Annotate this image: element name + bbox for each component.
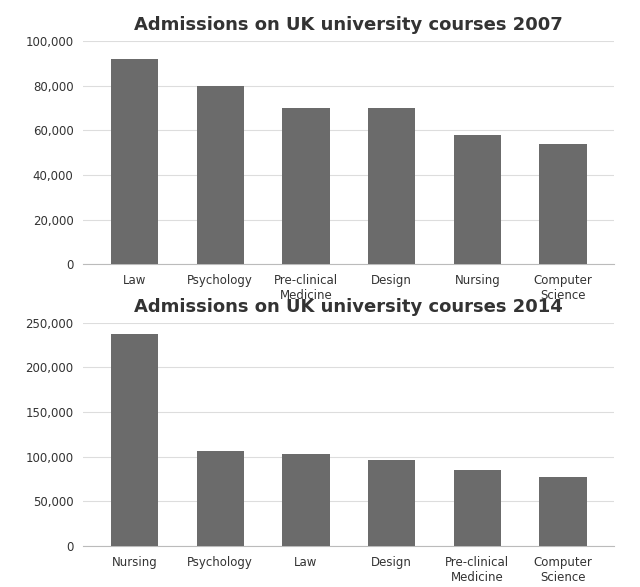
Bar <box>368 108 415 264</box>
Title: Admissions on UK university courses 2007: Admissions on UK university courses 2007 <box>134 16 563 34</box>
Bar <box>540 144 586 264</box>
Title: Admissions on UK university courses 2014: Admissions on UK university courses 2014 <box>134 298 563 316</box>
Bar <box>111 59 158 264</box>
Bar <box>111 333 158 546</box>
Bar <box>196 451 244 546</box>
Bar <box>282 454 330 546</box>
Bar <box>454 135 501 264</box>
Bar <box>454 470 501 546</box>
Bar <box>196 86 244 264</box>
Bar <box>540 477 586 546</box>
Bar <box>368 460 415 546</box>
Legend: Number of admissions: Number of admissions <box>275 342 423 355</box>
Bar <box>282 108 330 264</box>
